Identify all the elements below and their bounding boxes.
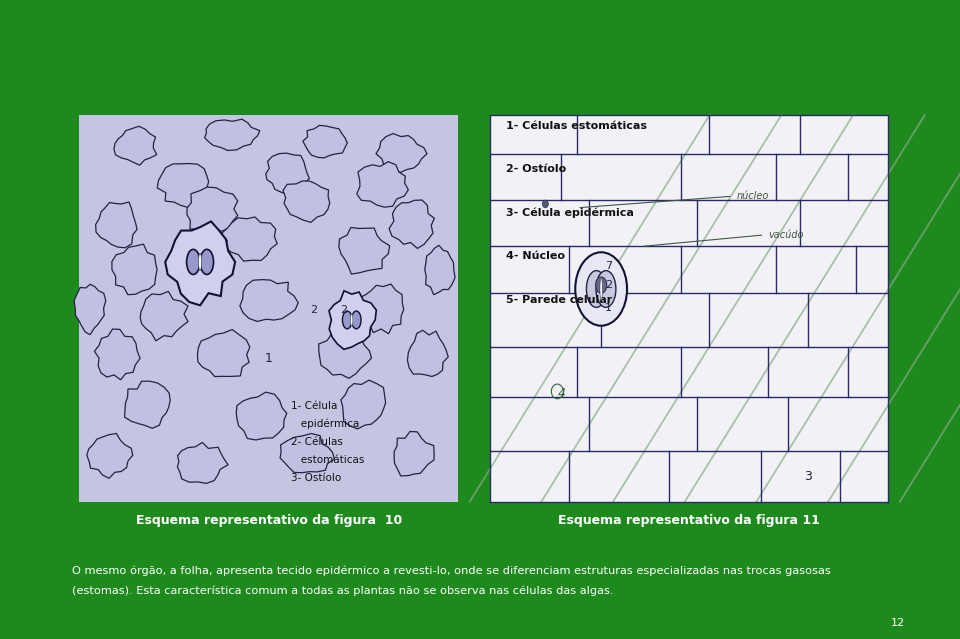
Bar [490, 115, 888, 502]
Polygon shape [283, 181, 330, 222]
Polygon shape [357, 162, 408, 207]
Polygon shape [74, 284, 106, 335]
Polygon shape [329, 291, 376, 350]
Polygon shape [125, 381, 170, 428]
Polygon shape [341, 380, 386, 429]
Ellipse shape [575, 252, 627, 326]
Text: 1: 1 [605, 304, 612, 313]
Polygon shape [204, 119, 260, 150]
Polygon shape [86, 433, 132, 478]
Text: O mesmo órgão, a folha, apresenta tecido epidérmico a revesti-lo, onde se difere: O mesmo órgão, a folha, apresenta tecido… [72, 566, 830, 576]
Ellipse shape [595, 277, 607, 293]
Text: 3- Célula epidérmica: 3- Célula epidérmica [506, 208, 634, 219]
Text: 7: 7 [605, 261, 612, 271]
Polygon shape [339, 227, 390, 274]
Polygon shape [112, 244, 157, 295]
Ellipse shape [596, 271, 616, 307]
Ellipse shape [542, 200, 548, 208]
Ellipse shape [351, 311, 361, 329]
Text: núcleo: núcleo [736, 191, 769, 201]
Text: 1: 1 [264, 352, 273, 365]
Ellipse shape [350, 314, 353, 326]
Polygon shape [157, 164, 208, 208]
Polygon shape [424, 245, 455, 295]
Bar [79, 115, 458, 502]
Text: 2: 2 [341, 305, 348, 315]
Polygon shape [389, 200, 434, 249]
Polygon shape [395, 431, 434, 476]
Text: vacúdo: vacúdo [768, 230, 804, 240]
Polygon shape [236, 392, 287, 440]
Polygon shape [187, 187, 238, 235]
Polygon shape [178, 442, 228, 483]
Polygon shape [376, 134, 427, 173]
Text: 2: 2 [310, 305, 318, 315]
Text: 4- Núcleo: 4- Núcleo [506, 251, 564, 261]
Text: 2- Ostíolo: 2- Ostíolo [506, 164, 565, 174]
Text: 1- Célula: 1- Célula [291, 401, 338, 411]
Polygon shape [198, 330, 250, 376]
Text: 3: 3 [804, 470, 812, 483]
Text: 4: 4 [558, 387, 565, 400]
Text: epidérmica: epidérmica [291, 419, 359, 429]
Polygon shape [407, 330, 448, 376]
Polygon shape [94, 329, 140, 380]
Ellipse shape [343, 311, 352, 329]
Polygon shape [302, 125, 348, 158]
Text: 5- Parede celular: 5- Parede celular [506, 295, 612, 305]
Polygon shape [140, 291, 188, 341]
Polygon shape [96, 202, 137, 248]
Text: 2- Células: 2- Células [291, 437, 343, 447]
Text: Esquema representativo da figura  10: Esquema representativo da figura 10 [135, 514, 402, 527]
Ellipse shape [587, 271, 607, 307]
Text: 1- Células estomáticas: 1- Células estomáticas [506, 121, 646, 131]
Polygon shape [165, 222, 235, 305]
Ellipse shape [199, 253, 202, 271]
Ellipse shape [600, 277, 602, 300]
Text: 12: 12 [891, 618, 904, 628]
Text: 3- Ostíolo: 3- Ostíolo [291, 473, 342, 482]
Text: estomáticas: estomáticas [291, 455, 365, 465]
Text: (estomas). Esta característica comum a todas as plantas não se observa nas célul: (estomas). Esta característica comum a t… [72, 586, 613, 596]
Ellipse shape [186, 249, 200, 275]
Text: 2: 2 [605, 280, 612, 290]
Text: Esquema representativo da figura 11: Esquema representativo da figura 11 [559, 514, 820, 527]
Polygon shape [114, 127, 156, 166]
Polygon shape [357, 284, 404, 334]
Ellipse shape [201, 249, 213, 275]
Polygon shape [319, 332, 372, 378]
Polygon shape [280, 433, 334, 473]
Polygon shape [240, 280, 299, 321]
Polygon shape [221, 217, 277, 261]
Polygon shape [266, 153, 309, 194]
